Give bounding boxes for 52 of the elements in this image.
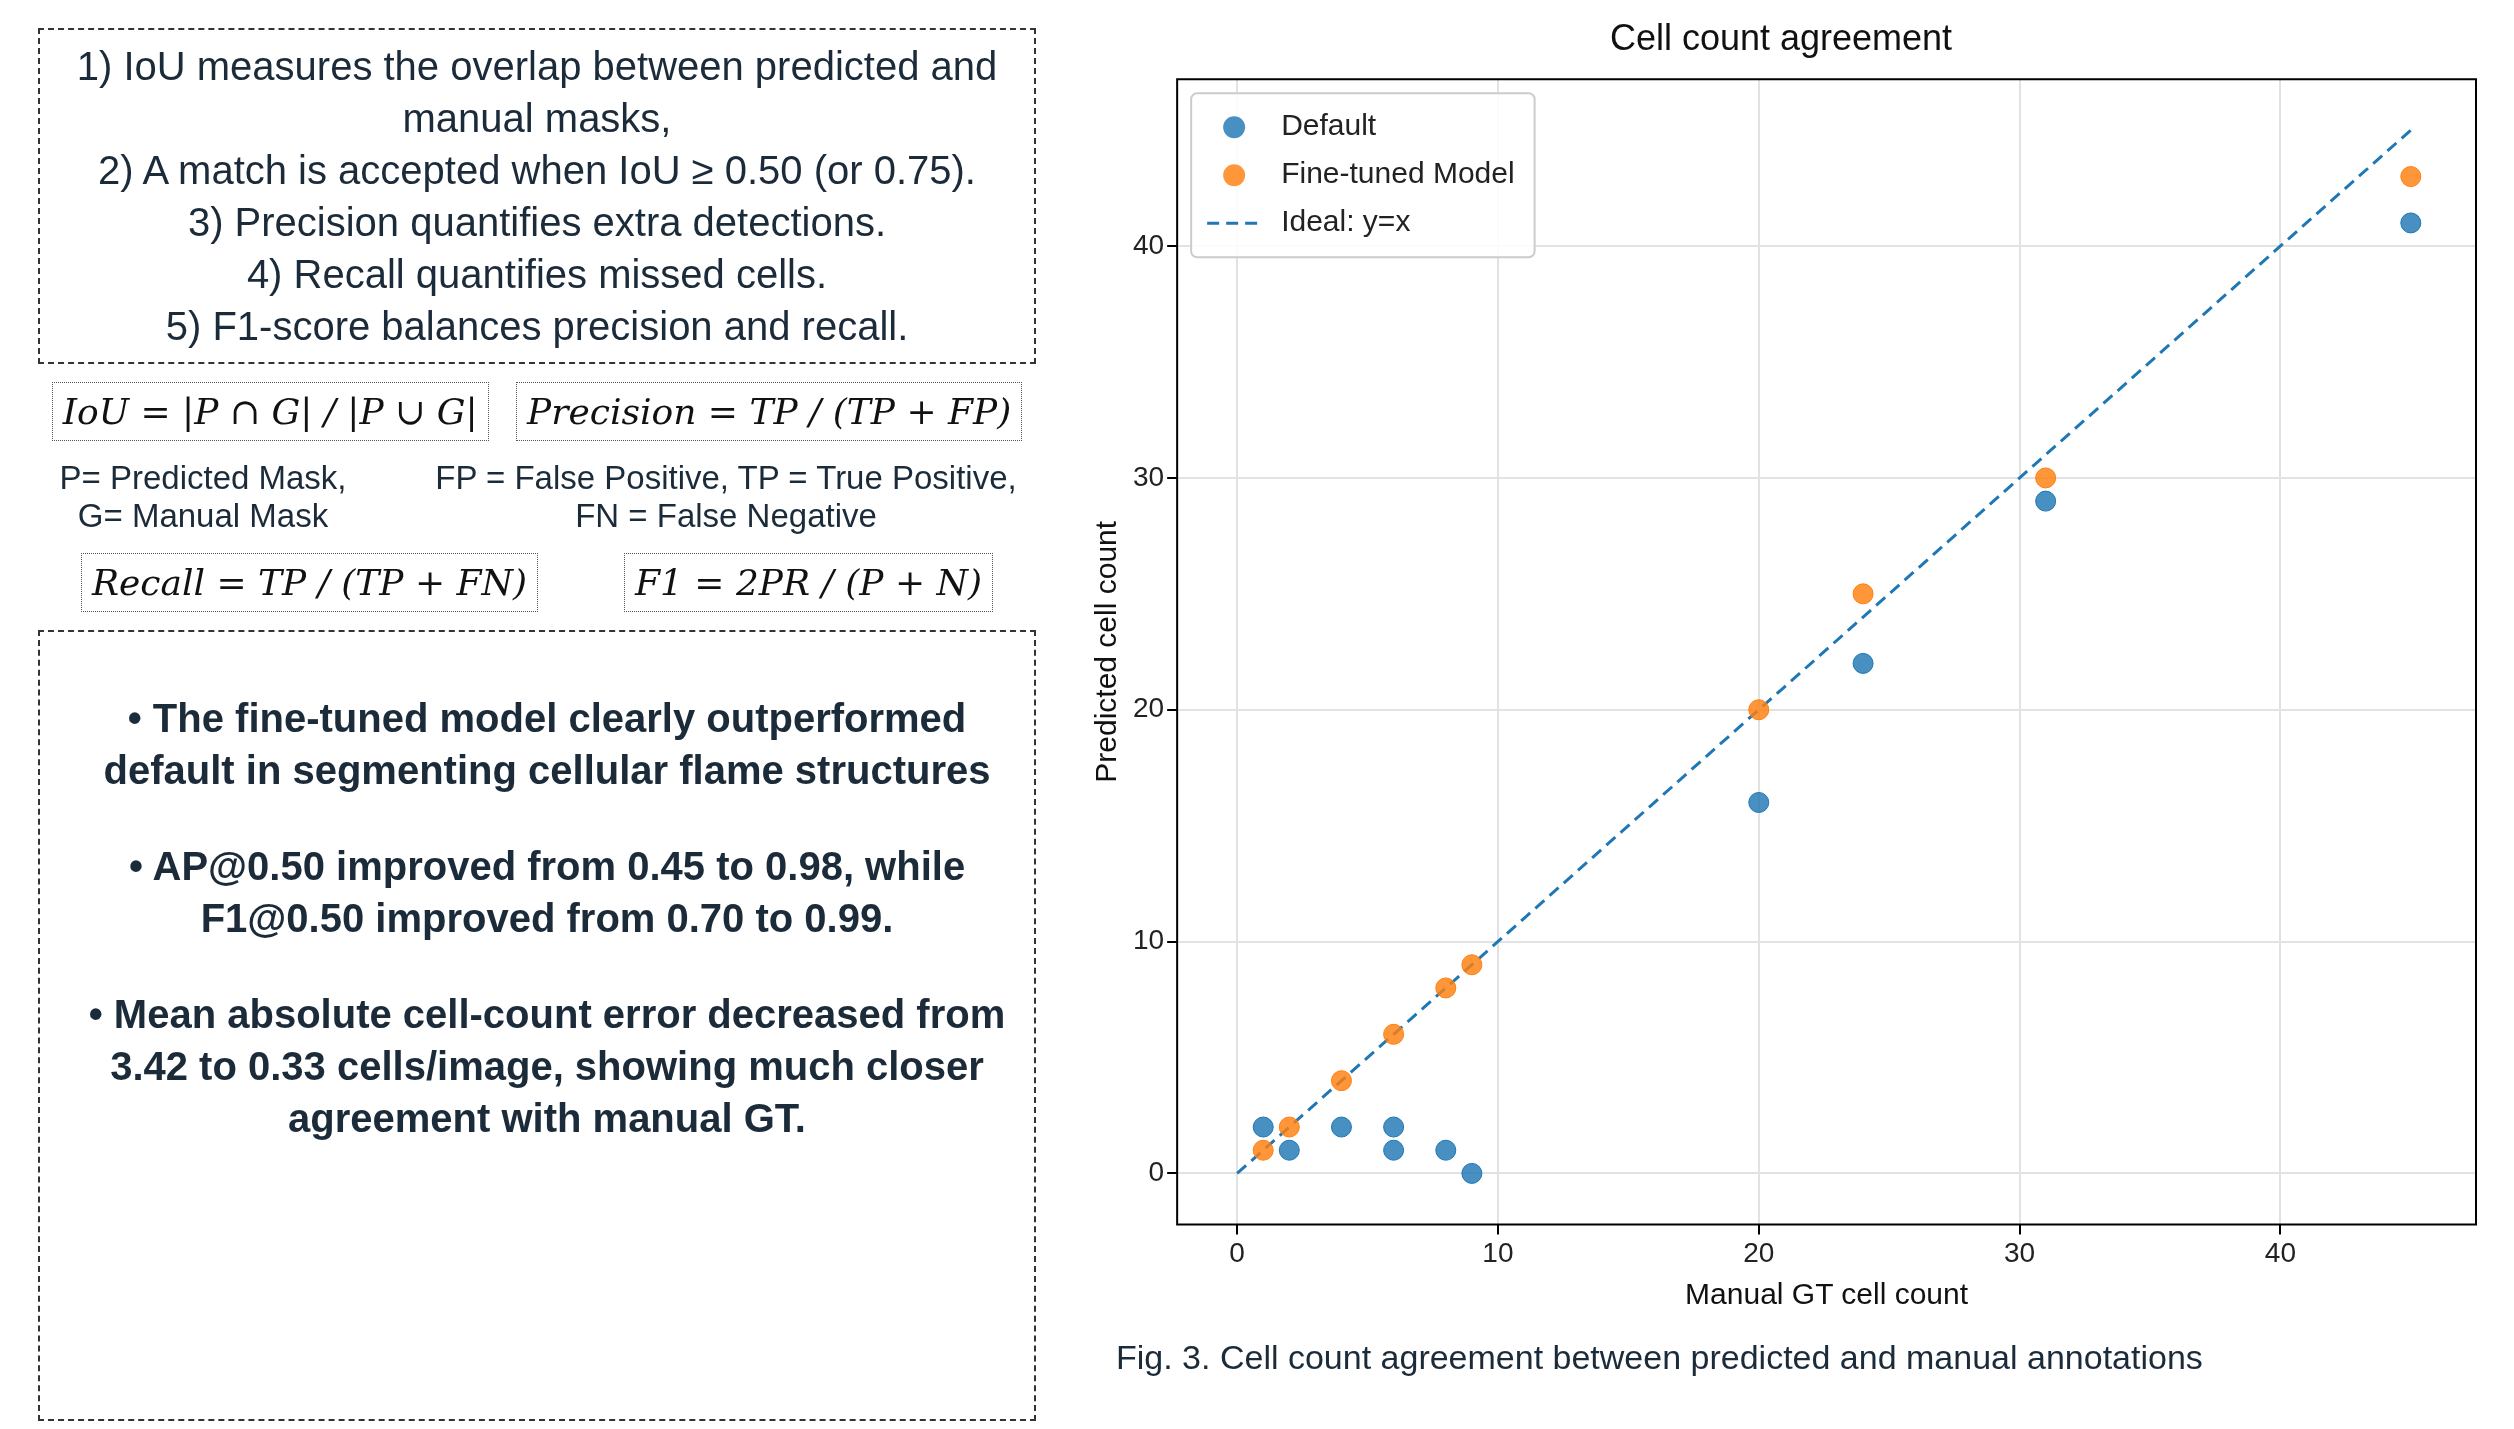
point xyxy=(1330,1116,1352,1138)
point xyxy=(1852,583,1874,605)
point xyxy=(1435,1139,1457,1161)
y-tick-label: 20 xyxy=(1132,692,1165,724)
y-tick-label: 0 xyxy=(1148,1156,1165,1188)
point xyxy=(1852,652,1874,674)
caption: Fig. 3. Cell count agreement between predicted and manual annotations xyxy=(1115,1338,2204,1377)
text: P= Predicted Mask, G= Manual Mask xyxy=(58,459,348,535)
x-tick-label: 0 xyxy=(1229,1236,1245,1268)
text: • The fine-tuned model clearly outperformed default in segmenting cellular flame structures xyxy=(102,695,992,794)
text: 4) Recall quantifies missed cells. xyxy=(245,251,829,298)
text: • AP@0.50 improved from 0.45 to 0.98, while F1@0.50 improved from 0.70 to 0.99. xyxy=(127,843,967,942)
y-axis-title: Predicted cell count xyxy=(1089,520,1123,783)
point xyxy=(2400,166,2422,188)
point xyxy=(2035,490,2057,512)
text: • Mean absolute cell-count error decreased from 3.42 to 0.33 cells/image, showing much closer agreement with manual GT. xyxy=(87,991,1007,1142)
x-tick-label: 30 xyxy=(2004,1236,2036,1268)
point xyxy=(1383,1023,1405,1045)
x-axis-title: Manual GT cell count xyxy=(1685,1277,1969,1311)
text: Recall = TP / (TP + FN) xyxy=(80,553,539,612)
text: 2) A match is accepted when IoU ≥ 0.50 (or 0.75). xyxy=(97,147,977,194)
point xyxy=(1330,1070,1352,1092)
point xyxy=(1278,1116,1300,1138)
x-tick-label: 20 xyxy=(1743,1236,1775,1268)
text: FP = False Positive, TP = True Positive, FN = False Negative xyxy=(434,459,1018,535)
point xyxy=(1383,1139,1405,1161)
y-tick-label: 10 xyxy=(1132,924,1165,956)
point xyxy=(1435,977,1457,999)
text: F1 = 2PR / (P + N) xyxy=(624,553,994,612)
legend-label: Fine-tuned Model xyxy=(1281,156,1515,190)
text: 5) F1-score balances precision and recall. xyxy=(164,303,910,350)
y-tick-label: 30 xyxy=(1132,460,1165,492)
text: IoU = |P ∩ G| / |P ∪ G| xyxy=(51,382,489,441)
point xyxy=(2035,467,2057,489)
point xyxy=(1383,1116,1405,1138)
point xyxy=(1278,1139,1300,1161)
y-tick-label: 40 xyxy=(1132,228,1165,260)
legend-label: Ideal: y=x xyxy=(1281,204,1411,238)
point xyxy=(1748,699,1770,721)
text: Precision = TP / (TP + FP) xyxy=(516,382,1023,441)
chart-title: Cell count agreement xyxy=(1609,16,1953,58)
point xyxy=(1461,1162,1483,1184)
text: 1) IoU measures the overlap between predicted and manual masks, xyxy=(75,43,999,142)
point xyxy=(1461,954,1483,976)
x-tick-label: 40 xyxy=(2264,1236,2296,1268)
point xyxy=(1748,791,1770,813)
point xyxy=(1252,1116,1274,1138)
point xyxy=(1252,1139,1274,1161)
x-tick-label: 10 xyxy=(1482,1236,1514,1268)
point xyxy=(2400,212,2422,234)
text: 3) Precision quantifies extra detections. xyxy=(186,199,888,246)
legend-label: Default xyxy=(1281,108,1377,142)
